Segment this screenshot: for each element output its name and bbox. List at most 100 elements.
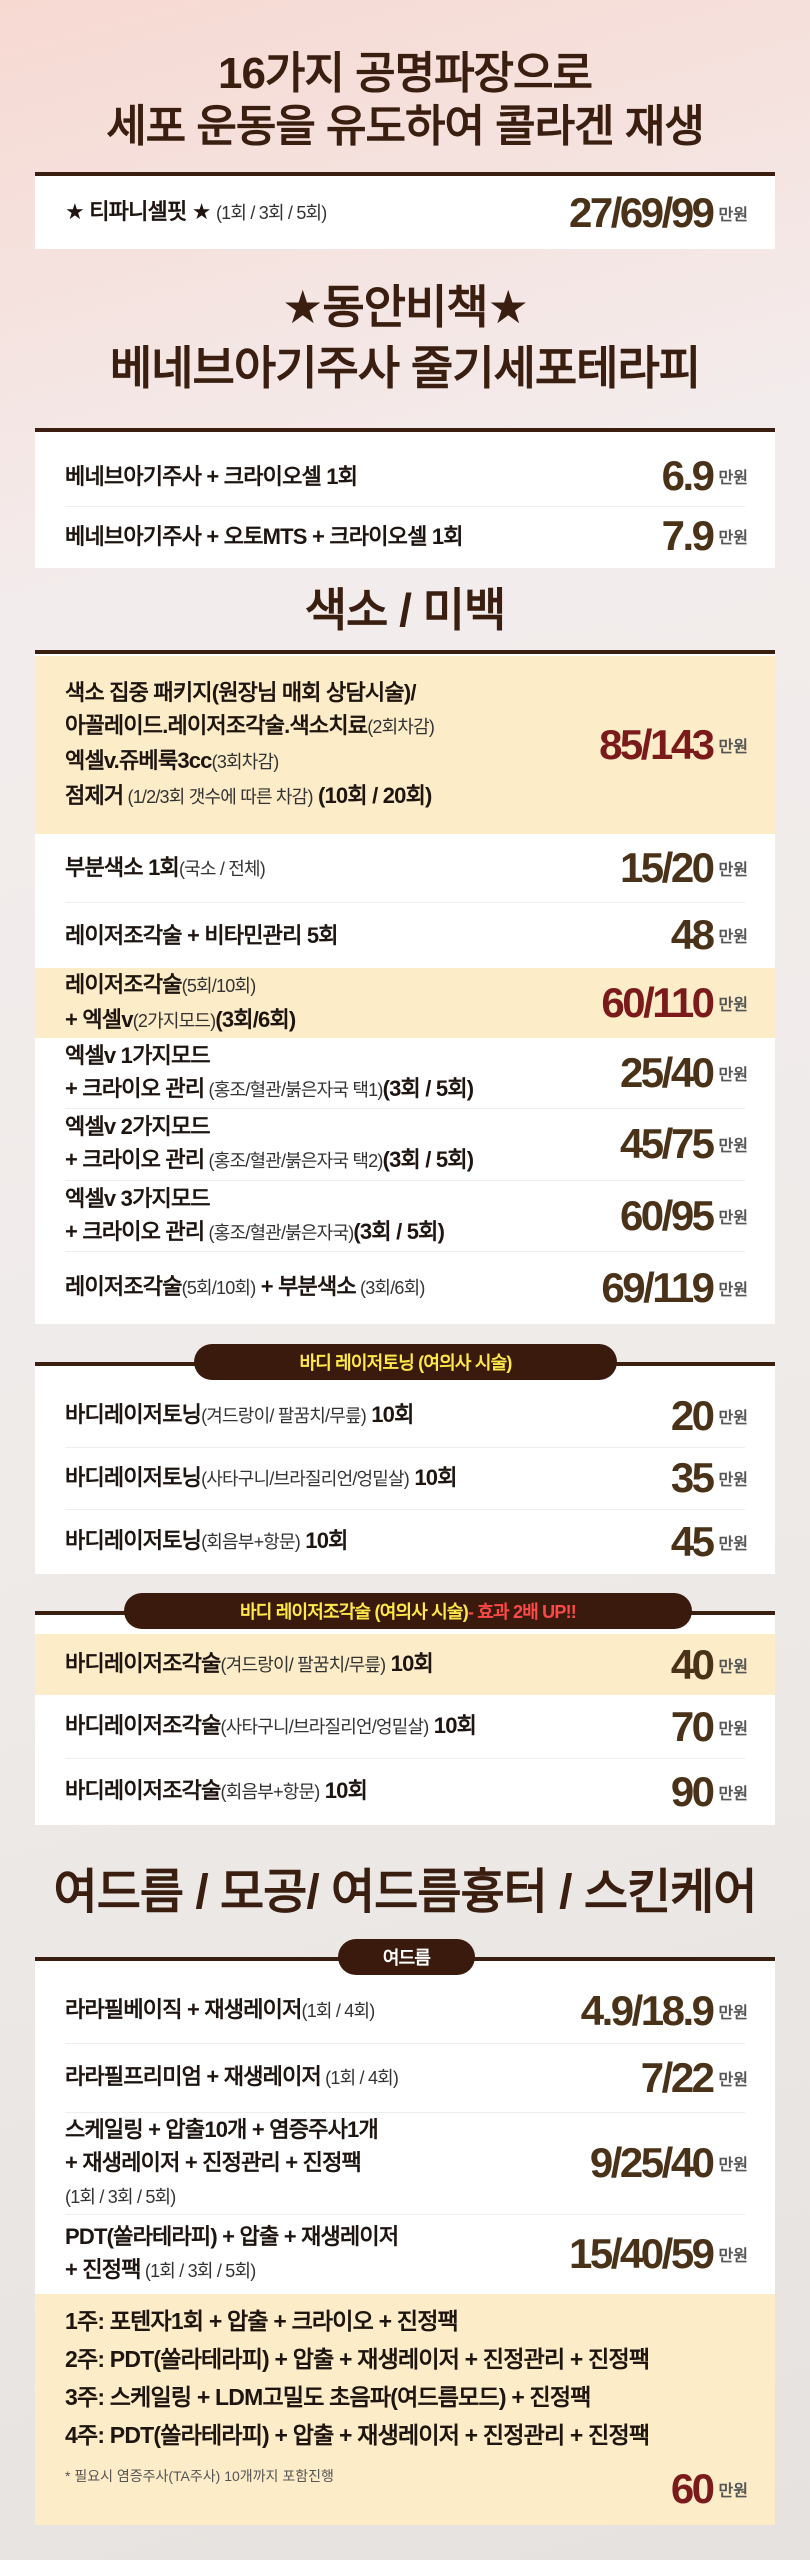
description-line: 4주: PDT(쏠라테라피) + 압출 + 재생레이저 + 진정관리 + 진정팩 xyxy=(65,2416,650,2454)
item-text: 베네브아기주사 + 오토MTS + 크라이오셀 1회 xyxy=(65,523,464,549)
price: 4.9/18.9 만원 xyxy=(581,1987,748,2035)
detail-text: (5회/10회) xyxy=(181,976,257,996)
price-row[interactable]: 부분색소 1회(국소 / 전체) 15/20 만원 xyxy=(35,834,775,902)
card-toning: 바디 레이저토닝 (여의사 시술) 바디레이저토닝(겨드랑이/ 팔꿈치/무릎) 1… xyxy=(35,1344,775,1574)
item-text: 2주: PDT(쏠라테라피) + 압출 + 재생레이저 + 진정관리 + 진정팩 xyxy=(65,2346,650,2372)
description-line: 레이저조각술(5회/10회) + 부분색소 (3회/6회) xyxy=(65,1270,425,1305)
price-row[interactable]: 바디레이저조각술(겨드랑이/ 팔꿈치/무릎) 10회 40 만원 xyxy=(35,1634,775,1695)
item-text: + 크라이오 관리 xyxy=(65,1218,205,1244)
item-text: 바디레이저토닝 xyxy=(65,1528,202,1553)
price-value: 45/75 xyxy=(619,1120,715,1167)
price-unit: 만원 xyxy=(718,1535,748,1553)
detail-text: (1회 / 3회 / 5회) xyxy=(140,2261,256,2281)
card-tiffany: ★ 티파니셀핏 ★ (1회 / 3회 / 5회) 27/69/99 만원 xyxy=(35,172,775,249)
acne-heading: 여드름 / 모공/ 여드름흉터 / 스킨케어 xyxy=(53,1866,758,1919)
row-description: 바디레이저조각술(사타구니/브라질리언/엉밑살) 10회 xyxy=(65,1695,477,1758)
item-text: ★ 티파니셀핏 ★ xyxy=(65,199,216,224)
price-row[interactable]: 1주: 포텐자1회 + 압출 + 크라이오 + 진정팩 2주: PDT(쏠라테라피… xyxy=(35,2294,775,2525)
row-description: 바디레이저조각술(회음부+항문) 10회 xyxy=(65,1758,368,1825)
row-description: 바디레이저조각술(겨드랑이/ 팔꿈치/무릎) 10회 xyxy=(65,1634,434,1695)
price-row[interactable]: 바디레이저토닝(사타구니/브라질리언/엉밑살) 10회 35 만원 xyxy=(35,1447,775,1509)
price-row[interactable]: 바디레이저조각술(회음부+항문) 10회 90 만원 xyxy=(35,1758,775,1825)
price-unit: 만원 xyxy=(718,1281,748,1299)
price-row[interactable]: 라라필프리미엄 + 재생레이저 (1회 / 4회) 7/22 만원 xyxy=(35,2043,775,2112)
row-description: 라라필프리미엄 + 재생레이저 (1회 / 4회) xyxy=(65,2043,399,2112)
description-line: 바디레이저토닝(사타구니/브라질리언/엉밑살) 10회 xyxy=(65,1461,457,1496)
price-row[interactable]: 라라필베이직 + 재생레이저(1회 / 4회) 4.9/18.9 만원 xyxy=(35,1978,775,2043)
price-row[interactable]: 스케일링 + 압출10개 + 염증주사1개 + 재생레이저 + 진정관리 + 진정… xyxy=(35,2112,775,2214)
main-title-line2: 세포 운동을 유도하여 콜라겐 재생 xyxy=(106,102,705,151)
row-description: 엑셀v 3가지모드 + 크라이오 관리 (홍조/혈관/붉은자국)(3회 / 5회) xyxy=(65,1180,445,1251)
price-row[interactable]: PDT(쏠라테라피) + 압출 + 재생레이저 + 진정팩 (1회 / 3회 / … xyxy=(35,2214,775,2294)
detail-text: (1회 / 3회 / 5회) xyxy=(65,2186,176,2207)
item-text: 바디레이저토닝 xyxy=(65,1402,202,1427)
row-description: 바디레이저토닝(겨드랑이/ 팔꿈치/무릎) 10회 xyxy=(65,1384,414,1447)
item-text: + 크라이오 관리 xyxy=(65,1147,205,1172)
price-row[interactable]: 색소 집중 패키지(원장님 매회 상담시술)/ 아꼴레이드.레이저조각술.색소치료… xyxy=(35,656,775,834)
price: 90 만원 xyxy=(671,1768,748,1816)
dongan-heading: ★동안비책★ xyxy=(282,281,529,333)
card-benev: 베네브아기주사 + 크라이오셀 1회 6.9 만원 베네브아기주사 + 오토MTS +… xyxy=(35,428,775,568)
description-line: 바디레이저조각술(회음부+항문) 10회 xyxy=(65,1774,368,1809)
item-text: 10회 xyxy=(428,1713,477,1738)
detail-text: (2회차감) xyxy=(367,717,435,737)
item-text: + 재생레이저 + 진정관리 + 진정팩 xyxy=(65,2149,362,2175)
price-row[interactable]: ★ 티파니셀핏 ★ (1회 / 3회 / 5회) 27/69/99 만원 xyxy=(35,176,775,249)
price: 15/40/59 만원 xyxy=(569,2230,748,2278)
description-line: ★ 티파니셀핏 ★ (1회 / 3회 / 5회) xyxy=(65,195,327,230)
price: 60 만원 xyxy=(671,2465,748,2513)
price: 7.9 만원 xyxy=(662,512,748,560)
price-row[interactable]: 엑셀v 3가지모드 + 크라이오 관리 (홍조/혈관/붉은자국)(3회 / 5회)… xyxy=(35,1180,775,1251)
price-row[interactable]: 바디레이저토닝(겨드랑이/ 팔꿈치/무릎) 10회 20 만원 xyxy=(35,1384,775,1447)
price-row[interactable]: 바디레이저조각술(사타구니/브라질리언/엉밑살) 10회 70 만원 xyxy=(35,1695,775,1758)
price-value: 6.9 xyxy=(661,452,715,499)
item-text: + 부분색소 xyxy=(255,1274,357,1299)
description-line: 레이저조각술 + 비타민관리 5회 xyxy=(65,919,339,952)
price-value: 60/110 xyxy=(601,979,715,1026)
footnote: * 필요시 염증주사(TA주사) 10개까지 포함진행 xyxy=(65,2468,334,2484)
price-row[interactable]: 레이저조각술 + 비타민관리 5회 48 만원 xyxy=(35,902,775,968)
price: 9/25/40 만원 xyxy=(590,2139,748,2187)
item-text: PDT(쏠라테라피) + 압출 + 재생레이저 xyxy=(65,2224,399,2249)
item-text: 3주: 스케일링 + LDM고밀도 초음파(여드름모드) + 진정팩 xyxy=(65,2384,591,2410)
price-row[interactable]: 베네브아기주사 + 크라이오셀 1회 6.9 만원 xyxy=(35,446,775,506)
item-text: 10회 xyxy=(319,1778,368,1803)
description-line: 바디레이저조각술(사타구니/브라질리언/엉밑살) 10회 xyxy=(65,1709,477,1744)
item-text: 부분색소 1회 xyxy=(65,854,180,880)
price: 85/143 만원 xyxy=(599,721,748,769)
price-row[interactable]: 엑셀v 2가지모드 + 크라이오 관리 (홍조/혈관/붉은자국 택2)(3회 / … xyxy=(35,1108,775,1180)
description-line: 레이저조각술(5회/10회) xyxy=(65,968,295,1003)
price-unit: 만원 xyxy=(718,1138,748,1155)
item-text: 색소 집중 패키지(원장님 매회 상담시술)/ xyxy=(65,680,416,705)
price: 45 만원 xyxy=(671,1518,748,1566)
price-row[interactable]: 엑셀v 1가지모드 + 크라이오 관리 (홍조/혈관/붉은자국 택1)(3회 / … xyxy=(35,1038,775,1108)
price: 40 만원 xyxy=(671,1641,748,1689)
price: 15/20 만원 xyxy=(620,844,748,892)
row-description: 1주: 포텐자1회 + 압출 + 크라이오 + 진정팩 2주: PDT(쏠라테라피… xyxy=(65,2294,650,2525)
price-row[interactable]: 레이저조각술(5회/10회) + 엑셀v(2가지모드)(3회/6회) 60/110 만… xyxy=(35,968,775,1038)
price-value: 60 xyxy=(670,2465,715,2512)
price-row[interactable]: 레이저조각술(5회/10회) + 부분색소 (3회/6회) 69/119 만원 xyxy=(35,1251,775,1324)
detail-text: (1회 / 4회) xyxy=(320,2068,399,2088)
price-unit: 만원 xyxy=(718,929,748,946)
price-unit: 만원 xyxy=(718,2157,748,2174)
detail-text: (회음부+항문) xyxy=(201,1532,301,1552)
item-text: 1주: 포텐자1회 + 압출 + 크라이오 + 진정팩 xyxy=(65,2308,459,2334)
item-text: 레이저조각술 xyxy=(65,1274,182,1299)
price-value: 40 xyxy=(670,1640,715,1688)
detail-text: (홍조/혈관/붉은자국) xyxy=(204,1222,355,1243)
price-value: 27/69/99 xyxy=(569,188,715,236)
detail-text: (홍조/혈관/붉은자국 택2) xyxy=(204,1151,384,1171)
benev-heading: 베네브아기주사 줄기세포테라피 xyxy=(109,342,701,394)
price-unit: 만원 xyxy=(718,739,748,756)
price-value: 90 xyxy=(670,1767,715,1815)
price: 45/75 만원 xyxy=(620,1120,748,1168)
item-text: 엑셀v.쥬베룩3cc xyxy=(65,748,212,773)
row-description: 레이저조각술(5회/10회) + 부분색소 (3회/6회) xyxy=(65,1251,425,1324)
price-row[interactable]: 바디레이저토닝(회음부+항문) 10회 45 만원 xyxy=(35,1509,775,1574)
price-row[interactable]: 베네브아기주사 + 오토MTS + 크라이오셀 1회 7.9 만원 xyxy=(35,506,775,566)
price-value: 25/40 xyxy=(619,1049,715,1096)
description-line: + 진정팩 (1회 / 3회 / 5회) xyxy=(65,2253,398,2288)
price-unit: 만원 xyxy=(718,206,748,224)
price: 6.9 만원 xyxy=(662,452,748,500)
